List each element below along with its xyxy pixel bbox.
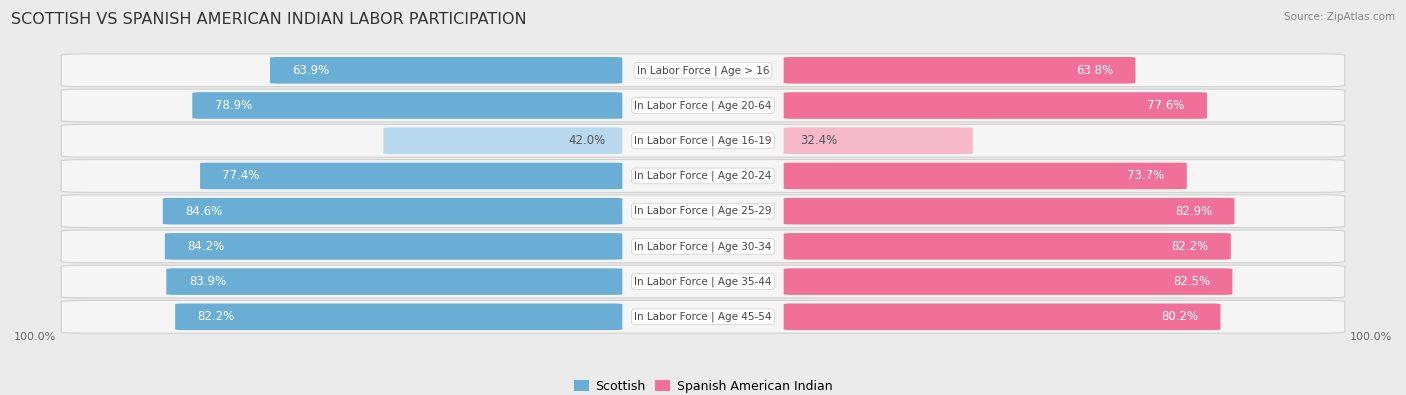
Text: In Labor Force | Age 35-44: In Labor Force | Age 35-44	[634, 276, 772, 287]
FancyBboxPatch shape	[176, 303, 623, 330]
FancyBboxPatch shape	[200, 163, 623, 189]
Text: In Labor Force | Age > 16: In Labor Force | Age > 16	[637, 65, 769, 75]
FancyBboxPatch shape	[384, 128, 623, 154]
FancyBboxPatch shape	[165, 233, 623, 260]
Text: 78.9%: 78.9%	[215, 99, 252, 112]
Text: 82.2%: 82.2%	[198, 310, 235, 324]
Text: 80.2%: 80.2%	[1161, 310, 1198, 324]
Text: 83.9%: 83.9%	[188, 275, 226, 288]
FancyBboxPatch shape	[62, 89, 1344, 122]
Text: 63.9%: 63.9%	[292, 64, 329, 77]
Text: 82.5%: 82.5%	[1173, 275, 1211, 288]
Text: 42.0%: 42.0%	[568, 134, 606, 147]
FancyBboxPatch shape	[62, 265, 1344, 298]
FancyBboxPatch shape	[783, 233, 1230, 260]
FancyBboxPatch shape	[62, 301, 1344, 333]
Text: 32.4%: 32.4%	[800, 134, 838, 147]
FancyBboxPatch shape	[62, 230, 1344, 263]
Text: 82.2%: 82.2%	[1171, 240, 1208, 253]
FancyBboxPatch shape	[783, 198, 1234, 224]
FancyBboxPatch shape	[166, 268, 623, 295]
Text: 63.8%: 63.8%	[1076, 64, 1114, 77]
Text: In Labor Force | Age 25-29: In Labor Force | Age 25-29	[634, 206, 772, 216]
FancyBboxPatch shape	[62, 160, 1344, 192]
Text: In Labor Force | Age 45-54: In Labor Force | Age 45-54	[634, 312, 772, 322]
Legend: Scottish, Spanish American Indian: Scottish, Spanish American Indian	[569, 375, 837, 395]
FancyBboxPatch shape	[783, 268, 1233, 295]
Text: In Labor Force | Age 20-24: In Labor Force | Age 20-24	[634, 171, 772, 181]
Text: SCOTTISH VS SPANISH AMERICAN INDIAN LABOR PARTICIPATION: SCOTTISH VS SPANISH AMERICAN INDIAN LABO…	[11, 12, 527, 27]
Text: 73.7%: 73.7%	[1128, 169, 1164, 182]
Text: In Labor Force | Age 16-19: In Labor Force | Age 16-19	[634, 135, 772, 146]
FancyBboxPatch shape	[783, 303, 1220, 330]
FancyBboxPatch shape	[783, 163, 1187, 189]
Text: 100.0%: 100.0%	[1350, 332, 1392, 342]
Text: 100.0%: 100.0%	[14, 332, 56, 342]
Text: In Labor Force | Age 20-64: In Labor Force | Age 20-64	[634, 100, 772, 111]
FancyBboxPatch shape	[783, 92, 1206, 119]
FancyBboxPatch shape	[270, 57, 623, 84]
FancyBboxPatch shape	[62, 54, 1344, 87]
Text: 84.2%: 84.2%	[187, 240, 225, 253]
FancyBboxPatch shape	[163, 198, 623, 224]
FancyBboxPatch shape	[62, 195, 1344, 228]
FancyBboxPatch shape	[783, 128, 973, 154]
Text: 84.6%: 84.6%	[186, 205, 222, 218]
Text: 77.4%: 77.4%	[222, 169, 260, 182]
Text: 77.6%: 77.6%	[1147, 99, 1185, 112]
FancyBboxPatch shape	[62, 124, 1344, 157]
FancyBboxPatch shape	[783, 57, 1136, 84]
Text: In Labor Force | Age 30-34: In Labor Force | Age 30-34	[634, 241, 772, 252]
Text: 82.9%: 82.9%	[1175, 205, 1212, 218]
Text: Source: ZipAtlas.com: Source: ZipAtlas.com	[1284, 12, 1395, 22]
FancyBboxPatch shape	[193, 92, 623, 119]
